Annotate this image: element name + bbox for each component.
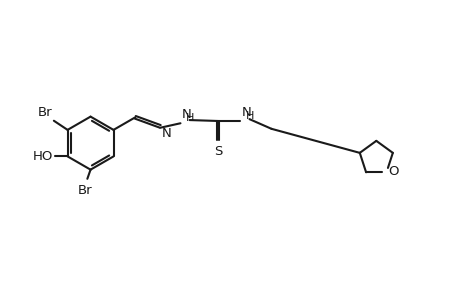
Text: N: N: [161, 127, 171, 140]
Text: N: N: [241, 106, 251, 119]
Text: O: O: [387, 165, 398, 178]
Text: Br: Br: [37, 106, 52, 119]
Text: Br: Br: [78, 184, 92, 197]
Text: N: N: [181, 107, 191, 121]
Text: HO: HO: [33, 150, 53, 163]
Text: H: H: [185, 113, 194, 123]
Text: S: S: [213, 145, 222, 158]
Text: H: H: [246, 111, 254, 122]
